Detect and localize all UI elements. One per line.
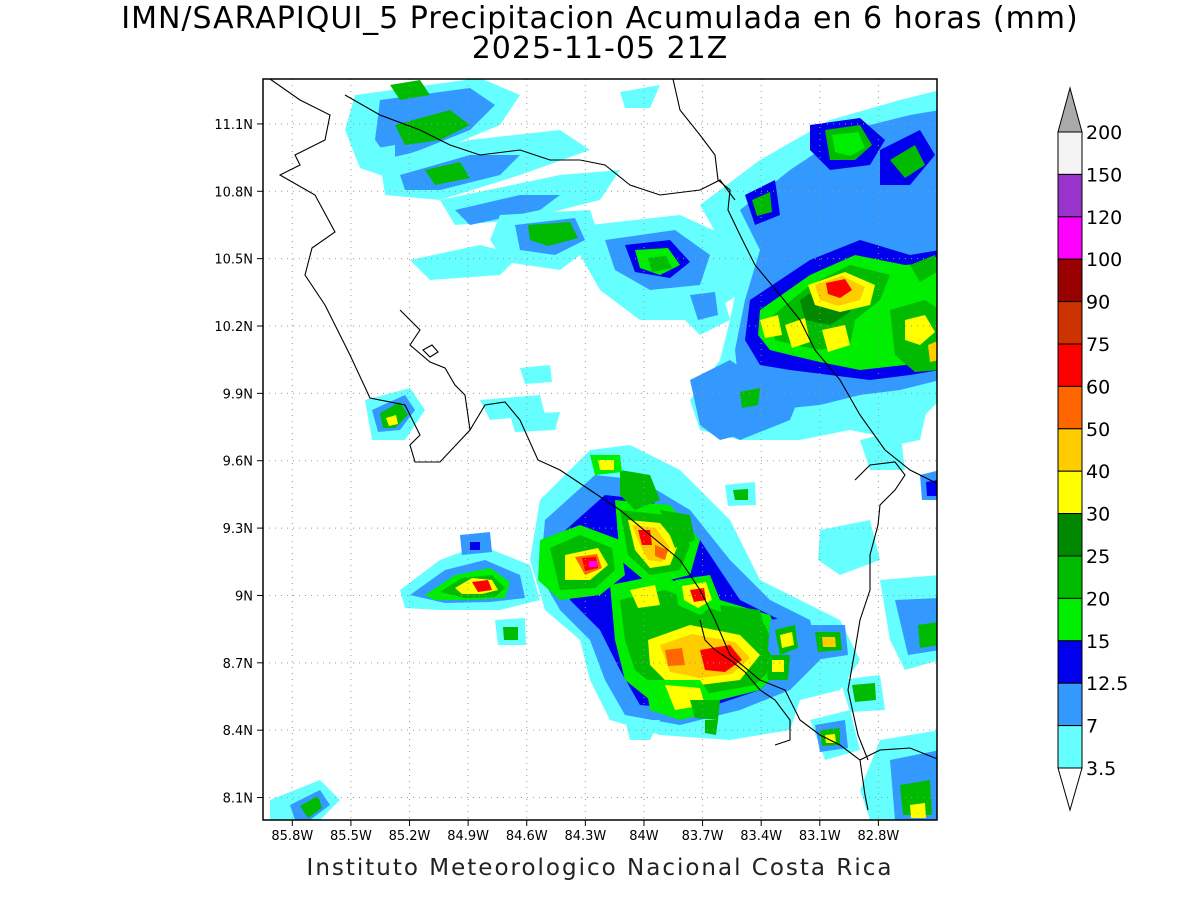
colorbar-swatch	[1057, 301, 1083, 345]
colorbar-label: 90	[1086, 292, 1110, 314]
lat-lon-grid	[263, 79, 937, 820]
precipitation-field	[270, 79, 937, 820]
colorbar-label: 25	[1086, 546, 1110, 568]
colorbar-swatch	[1057, 555, 1083, 599]
precip-cell-nw-band	[345, 79, 660, 280]
colorbar-swatch	[1057, 216, 1083, 260]
nicoya-coast	[399, 309, 471, 431]
colorbar-label: 7	[1086, 716, 1098, 738]
colorbar-label: 40	[1086, 461, 1110, 483]
colorbar-label: 50	[1086, 419, 1110, 441]
colorbar-swatch	[1057, 343, 1083, 387]
lon-tick-label: 84.9W	[447, 829, 489, 844]
colorbar-swatch	[1057, 258, 1083, 303]
lon-tick-label: 84.3W	[564, 829, 606, 844]
colorbar-underflow-triangle	[1057, 767, 1083, 812]
colorbar-swatch	[1057, 173, 1083, 218]
lon-tick-label: 83.4W	[740, 829, 782, 844]
map-subtitle-date: 2025-11-05 21Z	[471, 31, 729, 66]
colorbar-label: 12.5	[1086, 673, 1128, 695]
colorbar-overflow-triangle	[1057, 86, 1083, 133]
colorbar-swatch	[1057, 725, 1083, 769]
colorbar-swatch	[1057, 640, 1083, 684]
lat-tick-label: 9.9N	[223, 387, 253, 402]
lon-tick-label: 85.2W	[389, 829, 431, 844]
colorbar-label: 15	[1086, 631, 1110, 653]
lon-tick-label: 83.7W	[682, 829, 724, 844]
lat-tick-label: 9.3N	[223, 522, 253, 537]
colorbar-swatch	[1057, 470, 1083, 515]
colorbar-label: 3.5	[1086, 758, 1116, 780]
lat-tick-label: 8.1N	[223, 792, 253, 807]
lon-tick-label: 85.5W	[330, 829, 372, 844]
colorbar-label: 100	[1086, 249, 1122, 271]
colorbar-swatch	[1057, 597, 1083, 642]
colorbar-label: 150	[1086, 164, 1122, 186]
colorbar-label: 120	[1086, 207, 1122, 229]
precip-cell-west-pacific	[270, 532, 540, 820]
panama-border	[847, 461, 906, 761]
pacific-coastline-north	[269, 79, 869, 811]
map-axes: 11.1N 10.8N 10.5N 10.2N 9.9N 9.6N 9.3N 9N 8.7N 8.…	[214, 118, 899, 844]
lat-tick-label: 10.5N	[214, 253, 253, 268]
nicoya-island	[422, 344, 439, 358]
burica-coast	[859, 747, 937, 761]
caribbean-coastline	[672, 79, 937, 485]
lat-tick-label: 9.6N	[223, 455, 253, 470]
colorbar-swatch	[1057, 131, 1083, 175]
lon-tick-label: 83.1W	[799, 829, 841, 844]
lon-tick-label: 82.8W	[857, 829, 899, 844]
colorbar-label: 60	[1086, 376, 1110, 398]
lon-tick-label: 84.6W	[506, 829, 548, 844]
lat-tick-label: 9N	[235, 589, 253, 604]
colorbar-label: 200	[1086, 122, 1122, 144]
colorbar-label: 20	[1086, 588, 1110, 610]
footer-credit: Instituto Meteorologico Nacional Costa R…	[306, 855, 894, 881]
map-title: IMN/SARAPIQUI_5 Precipitacion Acumulada …	[121, 1, 1079, 36]
colorbar-label: 75	[1086, 334, 1110, 356]
colorbar-legend: 200 150 120 100 90 75 60 50 40 30 25 20 15 12.5 7 3.5	[1057, 86, 1128, 812]
colorbar-swatch	[1057, 385, 1083, 430]
colorbar-label: 30	[1086, 504, 1110, 526]
coastlines-borders	[269, 79, 937, 811]
lon-tick-label: 85.8W	[271, 829, 313, 844]
lat-tick-label: 11.1N	[214, 118, 253, 133]
precip-cell-caribbean-ne	[690, 90, 937, 445]
map-frame	[262, 78, 938, 821]
colorbar-swatch	[1057, 682, 1083, 727]
nicaragua-border	[344, 94, 736, 201]
colorbar-swatch	[1057, 428, 1083, 472]
lat-tick-label: 8.7N	[223, 657, 253, 672]
lat-tick-label: 10.8N	[214, 185, 253, 200]
colorbar-swatch	[1057, 513, 1083, 557]
lat-tick-label: 8.4N	[223, 724, 253, 739]
lat-tick-label: 10.2N	[214, 320, 253, 335]
lon-tick-label: 84W	[629, 829, 659, 844]
osa-peninsula	[699, 619, 791, 746]
precip-cell-north-central	[580, 215, 745, 335]
